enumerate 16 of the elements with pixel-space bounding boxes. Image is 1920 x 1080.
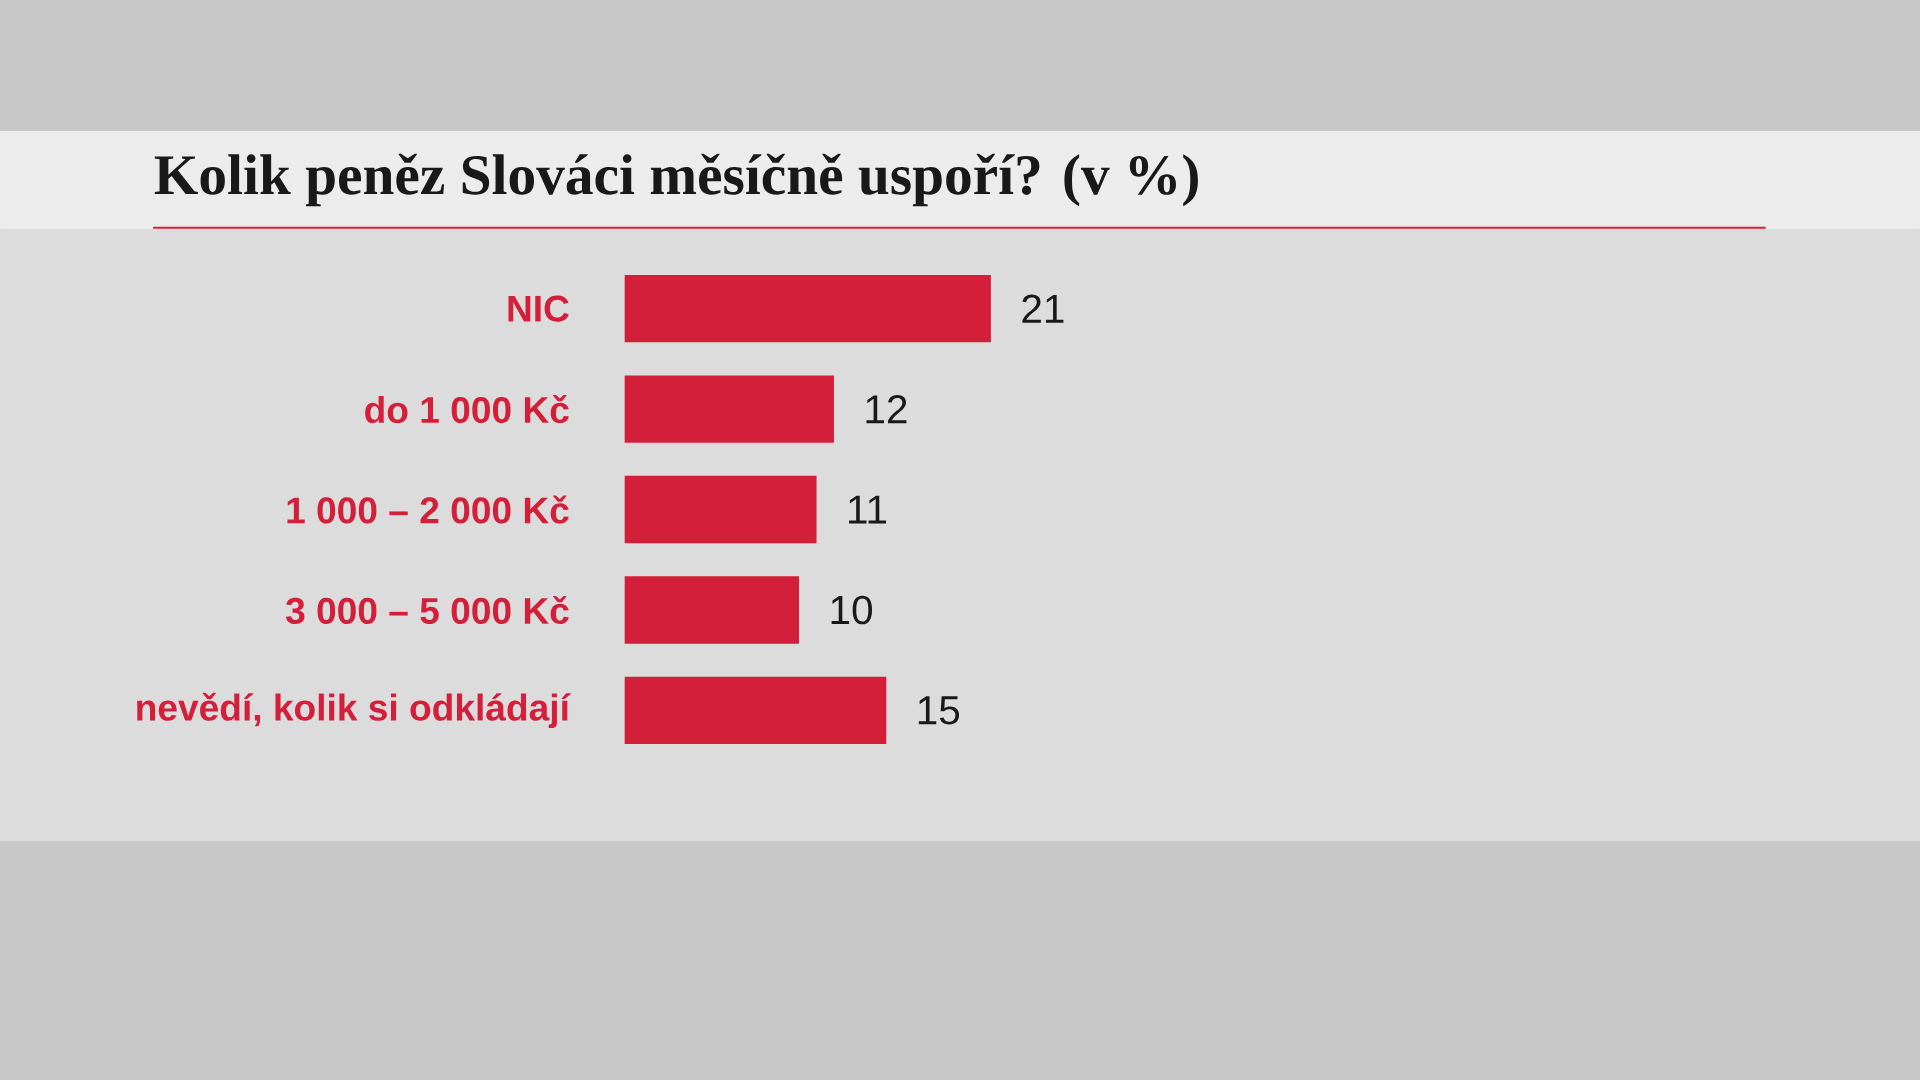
y-tick-label: 1 000 – 2 000 Kč — [287, 495, 569, 524]
bar — [624, 576, 800, 644]
bar — [624, 375, 834, 443]
y-tick-label: do 1 000 Kč — [365, 395, 569, 424]
bar — [624, 475, 817, 544]
y-tick-label: nevědí, kolik si odkládají — [137, 692, 571, 729]
data-label: 10 — [831, 595, 873, 625]
y-tick-label: NIC — [508, 295, 569, 322]
data-label: 15 — [918, 696, 960, 725]
data-label: 21 — [1022, 294, 1064, 323]
y-tick-label: 3 000 – 5 000 Kč — [286, 595, 569, 625]
data-label: 11 — [849, 495, 887, 524]
chart-title: Kolik peněz Slováci měsíčně uspoří? (v %) — [154, 153, 1198, 207]
bar — [624, 676, 887, 745]
data-label: 12 — [866, 394, 907, 424]
bar — [624, 275, 991, 343]
